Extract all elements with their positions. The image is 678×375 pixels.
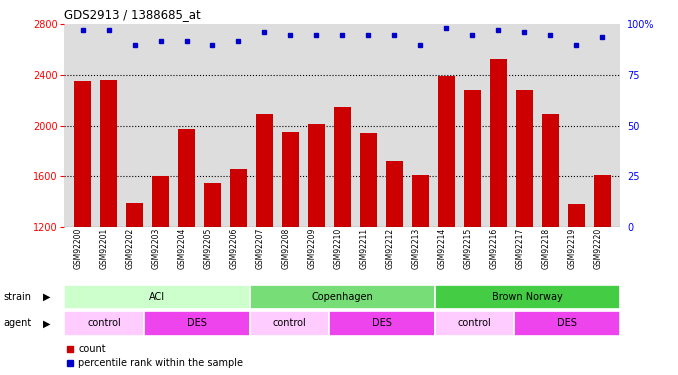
Text: strain: strain [3,292,31,302]
Bar [567,204,584,375]
Bar [74,81,91,375]
Text: GSM92210: GSM92210 [334,228,342,269]
Text: agent: agent [3,318,32,328]
Bar [126,203,143,375]
Bar [144,311,250,336]
Text: GSM92215: GSM92215 [463,228,473,269]
Bar [516,90,533,375]
Text: GSM92205: GSM92205 [203,228,212,269]
Text: GSM92212: GSM92212 [385,228,395,269]
Bar [386,161,403,375]
Text: Brown Norway: Brown Norway [492,292,563,302]
Bar [435,285,620,309]
Bar [435,311,515,336]
Text: ▶: ▶ [43,292,50,302]
Text: control: control [273,318,306,328]
Bar [230,169,247,375]
Bar [334,106,351,375]
Bar [256,114,273,375]
Bar [282,132,299,375]
Bar [329,311,435,336]
Bar [178,129,195,375]
Text: DES: DES [187,318,207,328]
Text: GSM92209: GSM92209 [307,228,317,269]
Text: GSM92203: GSM92203 [152,228,161,269]
Text: Copenhagen: Copenhagen [311,292,374,302]
Bar [250,285,435,309]
Text: GSM92208: GSM92208 [281,228,290,269]
Text: GDS2913 / 1388685_at: GDS2913 / 1388685_at [64,8,201,21]
Text: ▶: ▶ [43,318,50,328]
Text: ACI: ACI [149,292,165,302]
Text: count: count [78,344,106,354]
Bar [204,183,221,375]
Bar [594,175,611,375]
Text: GSM92200: GSM92200 [74,228,83,269]
Bar [64,311,144,336]
Bar [412,175,428,375]
Text: GSM92206: GSM92206 [229,228,239,269]
Bar [464,90,481,375]
Bar [438,76,455,375]
Text: control: control [458,318,492,328]
Text: GSM92220: GSM92220 [593,228,602,269]
Text: GSM92214: GSM92214 [437,228,446,269]
Text: GSM92219: GSM92219 [567,228,576,269]
Bar [152,176,169,375]
Bar [490,58,506,375]
Text: GSM92217: GSM92217 [515,228,524,269]
Bar [515,311,620,336]
Text: GSM92218: GSM92218 [541,228,551,269]
Bar [308,124,325,375]
Text: GSM92204: GSM92204 [178,228,186,269]
Bar [250,311,329,336]
Text: GSM92216: GSM92216 [490,228,498,269]
Bar [64,285,250,309]
Text: control: control [87,318,121,328]
Text: GSM92207: GSM92207 [256,228,264,269]
Bar [360,133,377,375]
Bar [542,114,559,375]
Text: DES: DES [372,318,392,328]
Text: GSM92202: GSM92202 [125,228,134,269]
Text: GSM92213: GSM92213 [412,228,420,269]
Bar [100,80,117,375]
Text: DES: DES [557,318,578,328]
Text: GSM92211: GSM92211 [359,228,368,269]
Text: GSM92201: GSM92201 [100,228,108,269]
Text: percentile rank within the sample: percentile rank within the sample [78,358,243,368]
